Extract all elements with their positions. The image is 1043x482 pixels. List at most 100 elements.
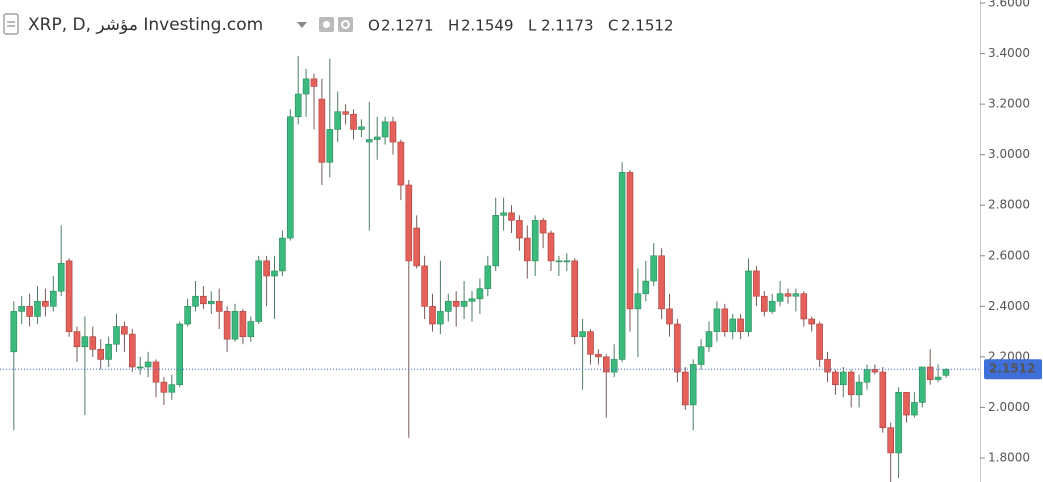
candle-body: [547, 232, 555, 262]
ohlc-value: 2.1271: [381, 17, 434, 35]
candle-body: [460, 300, 468, 307]
candle-body: [452, 300, 460, 307]
candle-body: [10, 311, 18, 353]
icon-dot: [323, 21, 330, 28]
candle-body: [168, 384, 176, 393]
candle-body: [121, 326, 128, 335]
plot-area: [10, 56, 950, 482]
candle-body: [49, 290, 57, 307]
candle-body: [776, 293, 784, 302]
candle-body: [658, 255, 665, 310]
y-tick-label: 3.0000: [988, 147, 1030, 161]
candle-body: [555, 260, 563, 263]
y-tick-label: 3.2000: [988, 97, 1030, 111]
ohlc-value: 2.1173: [541, 17, 594, 35]
candle-body: [721, 308, 729, 332]
candle-body: [745, 270, 752, 332]
candle-body: [350, 113, 357, 130]
candle-body: [911, 402, 918, 416]
candle-body: [697, 346, 705, 365]
price-label-box: [984, 359, 1042, 380]
candle-body: [373, 136, 381, 140]
candle-body: [263, 260, 270, 277]
candle-body: [934, 376, 942, 380]
y-tick-label: 1.8000: [988, 450, 1030, 464]
candle-body: [705, 331, 713, 348]
candle-body: [737, 318, 744, 332]
candle-body: [294, 93, 302, 118]
candle-body: [247, 321, 255, 337]
candle-body: [610, 359, 618, 373]
candle-body: [816, 323, 823, 360]
y-tick-label: 2.4000: [988, 299, 1030, 313]
candle-body: [318, 98, 326, 163]
candle-body: [824, 359, 831, 373]
dropdown-arrow[interactable]: [297, 22, 307, 28]
y-tick-label: 3.6000: [988, 0, 1030, 10]
candle-body: [887, 427, 895, 454]
candle-body: [895, 391, 902, 454]
settings-icon[interactable]: [338, 17, 353, 32]
candle-body: [839, 371, 847, 385]
ohlc-label: O: [368, 17, 380, 35]
candle-body: [650, 255, 658, 282]
candle-body: [602, 356, 610, 373]
candle-body: [760, 295, 768, 312]
candle-body: [215, 300, 223, 312]
candle-body: [255, 260, 262, 322]
collapse-button[interactable]: [3, 13, 19, 35]
candle-body: [784, 293, 792, 297]
candle-body: [492, 215, 500, 267]
candle-body: [523, 237, 531, 262]
candle-body: [792, 293, 800, 297]
candle-body: [753, 270, 760, 297]
candle-body: [571, 260, 579, 337]
candle-body: [587, 331, 594, 355]
candle-body: [381, 121, 389, 138]
candle-body: [286, 116, 294, 239]
candle-body: [800, 293, 808, 320]
candle-body: [239, 311, 247, 337]
candle-body: [918, 366, 926, 403]
candle-body: [642, 280, 650, 294]
candle-body: [405, 184, 413, 262]
candle-body: [437, 311, 444, 325]
candle-body: [729, 318, 737, 332]
candle-body: [231, 311, 239, 340]
candle-body: [200, 295, 207, 305]
candle-body: [334, 111, 342, 130]
candle-body: [539, 220, 547, 234]
candle-body: [500, 212, 507, 216]
candle-body: [768, 300, 776, 312]
y-tick-label: 2.8000: [988, 198, 1030, 212]
candle-body: [595, 354, 602, 358]
candle-body: [34, 300, 41, 317]
candle-body: [136, 366, 144, 369]
candle-body: [618, 172, 626, 360]
candle-body: [358, 126, 365, 130]
candle-body: [365, 139, 373, 143]
ohlc-label: H: [448, 17, 459, 35]
candle-body: [389, 121, 397, 143]
candle-body: [832, 371, 839, 385]
ohlc-value: 2.1549: [461, 17, 514, 35]
candle-body: [81, 336, 89, 348]
candle-body: [413, 227, 421, 267]
candle-body: [468, 298, 476, 302]
ohlc-label: L: [528, 17, 537, 35]
ohlc-legend: O 2.1271 H 2.1549 L 2.1173 C 2.1512: [368, 17, 674, 35]
candle-body: [879, 371, 887, 428]
candle-body: [531, 220, 539, 262]
candle-body: [429, 306, 436, 325]
candle-body: [97, 349, 104, 360]
candle-body: [626, 172, 634, 310]
candle-body: [184, 306, 191, 325]
candle-body: [42, 300, 49, 307]
candle-body: [310, 78, 318, 87]
candle-body: [279, 237, 286, 272]
candle-body: [476, 288, 484, 300]
candle-body: [871, 369, 879, 373]
candle-body: [302, 78, 310, 95]
candle-body: [65, 260, 73, 332]
